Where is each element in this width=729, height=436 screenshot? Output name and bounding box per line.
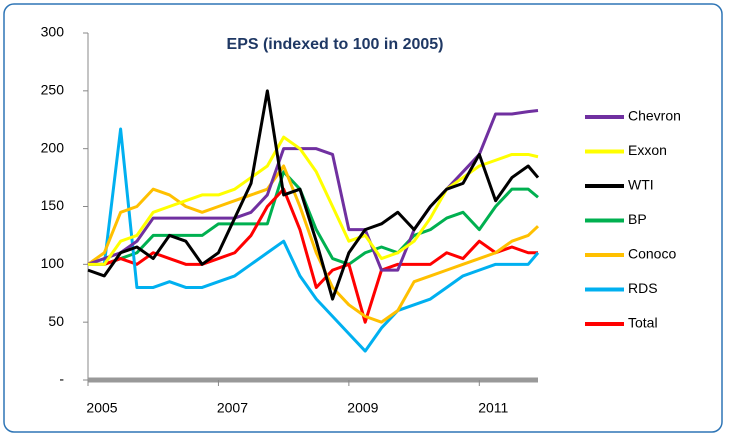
legend-label: WTI [628,177,654,193]
legend-label: Conoco [628,246,676,262]
series-line [88,187,538,324]
series-line [87,89,540,301]
series-line [88,170,539,266]
x-tick-label: 2005 [86,400,117,416]
y-tick-label: 200 [41,139,65,155]
y-tick-label: 300 [41,24,65,40]
x-tick-label: 2011 [478,400,508,416]
y-tick-label: 250 [41,82,65,98]
series-line [87,109,539,272]
legend-label: Chevron [628,108,681,124]
legend-label: Exxon [628,142,667,158]
y-tick-label: 50 [48,313,64,329]
legend-label: RDS [628,280,658,296]
series-line [87,164,540,324]
chart-frame [3,3,723,433]
y-tick-label: 100 [41,255,65,271]
y-tick-label: - [59,371,64,387]
legend-label: Total [628,315,658,331]
x-tick-label: 2009 [347,400,378,416]
legend-label: BP [628,211,647,227]
y-tick-label: 150 [41,197,65,213]
series-line [88,127,540,353]
chart-title: EPS (indexed to 100 in 2005) [227,36,444,53]
x-tick-label: 2007 [217,400,248,416]
